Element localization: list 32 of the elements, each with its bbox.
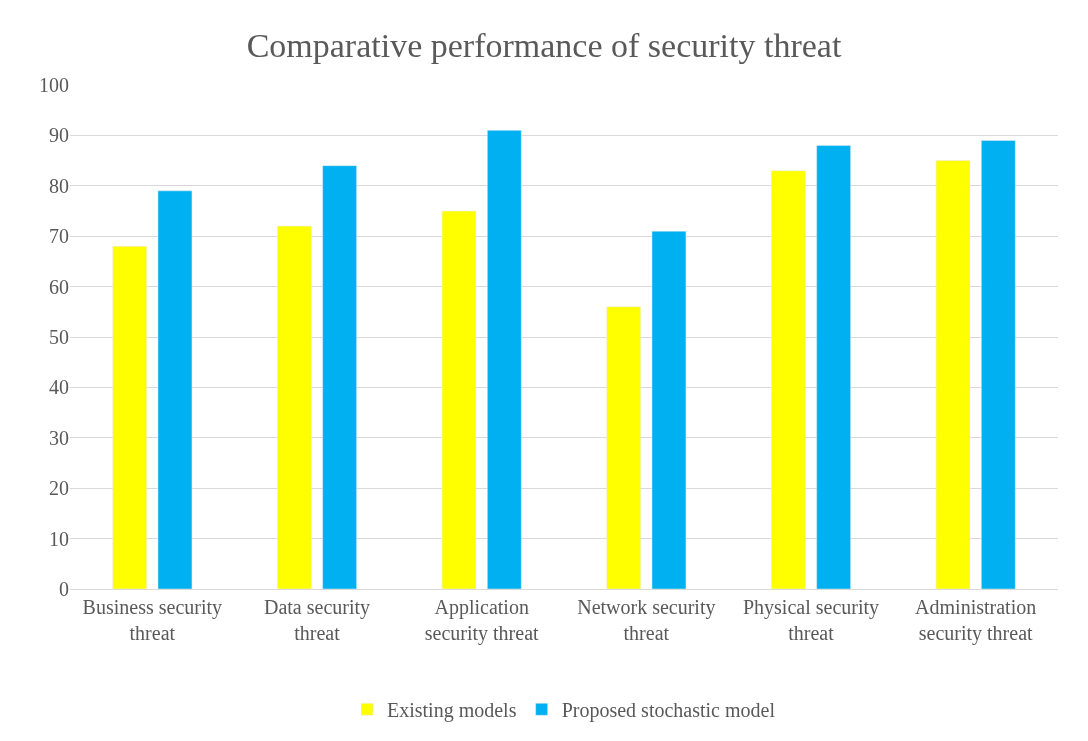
y-tick-label: 20 — [49, 477, 69, 500]
bar — [112, 246, 147, 589]
x-tick-label: Data security threat — [263, 596, 371, 644]
bar — [606, 306, 641, 589]
y-tick-label: 90 — [49, 124, 69, 147]
y-tick-label: 30 — [49, 426, 69, 449]
bar — [651, 230, 687, 589]
y-tick-label: 50 — [49, 326, 69, 348]
x-tick-label: Physical security threat — [742, 596, 880, 644]
y-tick-label: 70 — [49, 225, 69, 248]
bar — [277, 225, 312, 589]
y-tick-label: 40 — [49, 376, 69, 399]
x-tick-label: Business security threat — [82, 596, 223, 644]
y-tick-label: 60 — [49, 275, 69, 298]
y-tick-label: 80 — [49, 174, 69, 197]
x-tick-label: Administration security threat — [915, 596, 1037, 645]
y-tick-label: 100 — [39, 74, 69, 96]
bar — [771, 170, 806, 589]
bar — [441, 210, 477, 589]
bar — [487, 130, 522, 589]
bar — [981, 140, 1016, 589]
x-tick-label: Network security threat — [577, 596, 716, 644]
bar — [935, 160, 971, 589]
x-tick-label: Application security threat — [424, 596, 540, 645]
legend-label: Existing models — [387, 699, 517, 723]
bar — [157, 190, 193, 589]
chart-title: Comparative performance of security threat — [246, 27, 842, 65]
bar — [816, 145, 851, 589]
y-tick-label: 10 — [49, 527, 69, 550]
y-tick-label: 0 — [59, 578, 69, 600]
legend-label: Proposed stochastic model — [561, 699, 776, 723]
bar — [322, 165, 357, 589]
